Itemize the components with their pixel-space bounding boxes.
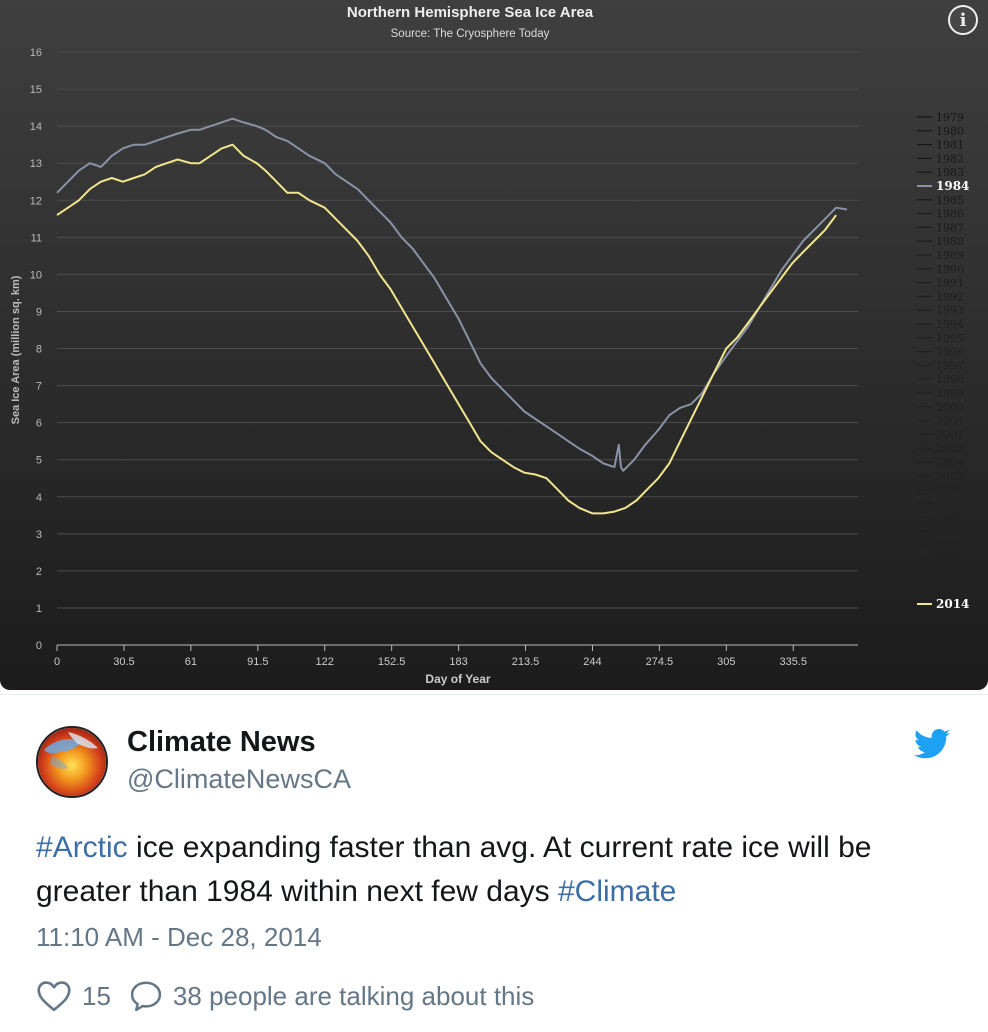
talking-count[interactable]: 38 people are talking about this xyxy=(172,980,535,1011)
y-tick-label: 6 xyxy=(36,418,42,430)
x-tick-label: 122 xyxy=(316,656,334,668)
legend-item-2014: 2014 xyxy=(936,597,969,611)
tweet-body: ice expanding faster than avg. At curren… xyxy=(36,831,872,908)
legend-item-1983: 1983 xyxy=(936,166,964,179)
y-tick-label: 4 xyxy=(36,492,42,504)
y-tick-label: 2 xyxy=(36,566,42,578)
x-tick-label: 305 xyxy=(717,656,735,668)
legend-item-2013: 2013 xyxy=(936,580,964,593)
legend-item-1980: 1980 xyxy=(936,125,964,138)
x-tick-label: 244 xyxy=(583,656,601,668)
legend-item-2002: 2002 xyxy=(936,428,964,441)
legend-item-2012: 2012 xyxy=(936,566,964,579)
y-tick-label: 8 xyxy=(36,344,42,356)
chart-card: 0 1 2 3 4 5 6 7 8 9 10 11 12 13 14 15 16 0 30.5 61 91.5 122 15… xyxy=(0,0,988,690)
series xyxy=(56,117,848,515)
legend-item-1992: 1992 xyxy=(936,290,964,303)
y-axis-label: Sea Ice Area (million sq. km) xyxy=(10,275,22,424)
chart-subtitle: Source: The Cryosphere Today xyxy=(391,28,550,40)
x-tick-label: 91.5 xyxy=(247,656,268,668)
legend-item-2004: 2004 xyxy=(936,456,964,469)
legend-item-1993: 1993 xyxy=(936,304,964,317)
x-tick-label: 183 xyxy=(449,656,467,668)
legend-item-1979: 1979 xyxy=(936,111,964,124)
heart-icon[interactable] xyxy=(36,980,72,1012)
x-tick-label: 61 xyxy=(185,656,197,668)
y-tick-label: 13 xyxy=(30,158,42,170)
y-tick-label: 7 xyxy=(36,381,42,393)
y-tick-label: 12 xyxy=(30,195,42,207)
legend-item-1997: 1997 xyxy=(936,359,964,372)
twitter-bird-icon[interactable] xyxy=(914,728,950,760)
legend-item-2011: 2011 xyxy=(936,553,964,566)
legend-item-1985: 1985 xyxy=(936,194,964,207)
y-tick-label: 16 xyxy=(30,47,42,59)
divider xyxy=(0,694,988,695)
legend-item-1994: 1994 xyxy=(936,318,964,331)
legend-item-1999: 1999 xyxy=(936,387,964,400)
account-handle[interactable]: @ClimateNewsCA xyxy=(127,764,351,794)
info-icon[interactable]: i xyxy=(948,5,978,35)
legend-item-1998: 1998 xyxy=(936,373,964,386)
timestamp[interactable]: 11:10 AM - Dec 28, 2014 xyxy=(36,922,322,952)
y-tick-label: 5 xyxy=(36,455,42,467)
legend-item-2000: 2000 xyxy=(936,401,964,414)
hashtag-arctic[interactable]: #Arctic xyxy=(36,831,128,864)
x-tick-label: 213.5 xyxy=(512,656,540,668)
legend-item-2009: 2009 xyxy=(936,525,964,538)
legend-item-1991: 1991 xyxy=(936,277,964,290)
legend: 1979198019811982198319841985198619871988… xyxy=(917,111,969,611)
legend-item-2005: 2005 xyxy=(936,470,964,483)
tweet-text: #Arctic ice expanding faster than avg. A… xyxy=(36,826,966,914)
x-tick-label: 274.5 xyxy=(646,656,674,668)
y-tick-label: 0 xyxy=(36,640,42,652)
x-tick-label: 30.5 xyxy=(113,656,134,668)
x-tick-label: 335.5 xyxy=(779,656,807,668)
globe-icon xyxy=(38,728,106,796)
y-tick-label: 1 xyxy=(36,603,42,615)
legend-item-2007: 2007 xyxy=(936,497,964,510)
series-line-2014 xyxy=(56,143,837,515)
speech-bubble-icon[interactable] xyxy=(129,980,163,1012)
hashtag-climate[interactable]: #Climate xyxy=(557,875,677,908)
tweet-actions: 15 38 people are talking about this xyxy=(36,976,534,1016)
legend-item-2008: 2008 xyxy=(936,511,964,524)
x-tick-label: 152.5 xyxy=(378,656,406,668)
legend-item-1986: 1986 xyxy=(936,208,964,221)
y-tick-label: 3 xyxy=(36,529,42,541)
y-tick-label: 10 xyxy=(30,269,42,281)
legend-item-1981: 1981 xyxy=(936,139,964,152)
legend-item-1988: 1988 xyxy=(936,235,964,248)
chart-title: Northern Hemisphere Sea Ice Area xyxy=(347,4,594,21)
legend-item-1984: 1984 xyxy=(936,179,969,193)
legend-item-2003: 2003 xyxy=(936,442,964,455)
legend-item-1982: 1982 xyxy=(936,152,964,165)
y-tick-label: 9 xyxy=(36,306,42,318)
legend-item-1987: 1987 xyxy=(936,221,964,234)
legend-item-2006: 2006 xyxy=(936,484,964,497)
y-tick-label: 11 xyxy=(31,232,42,244)
legend-item-1990: 1990 xyxy=(936,263,964,276)
legend-item-1996: 1996 xyxy=(936,346,964,359)
y-tick-label: 15 xyxy=(30,84,42,96)
avatar[interactable] xyxy=(36,726,108,798)
grid xyxy=(57,51,858,609)
account-name[interactable]: Climate News xyxy=(127,726,316,758)
legend-item-1995: 1995 xyxy=(936,332,964,345)
y-tick-label: 14 xyxy=(30,121,42,133)
like-count[interactable]: 15 xyxy=(82,980,111,1011)
legend-item-2010: 2010 xyxy=(936,539,964,552)
legend-item-1989: 1989 xyxy=(936,249,964,262)
legend-item-2001: 2001 xyxy=(936,415,964,428)
x-axis-label: Day of Year xyxy=(425,672,490,686)
x-tick-label: 0 xyxy=(54,656,60,668)
chart-background xyxy=(0,0,988,690)
